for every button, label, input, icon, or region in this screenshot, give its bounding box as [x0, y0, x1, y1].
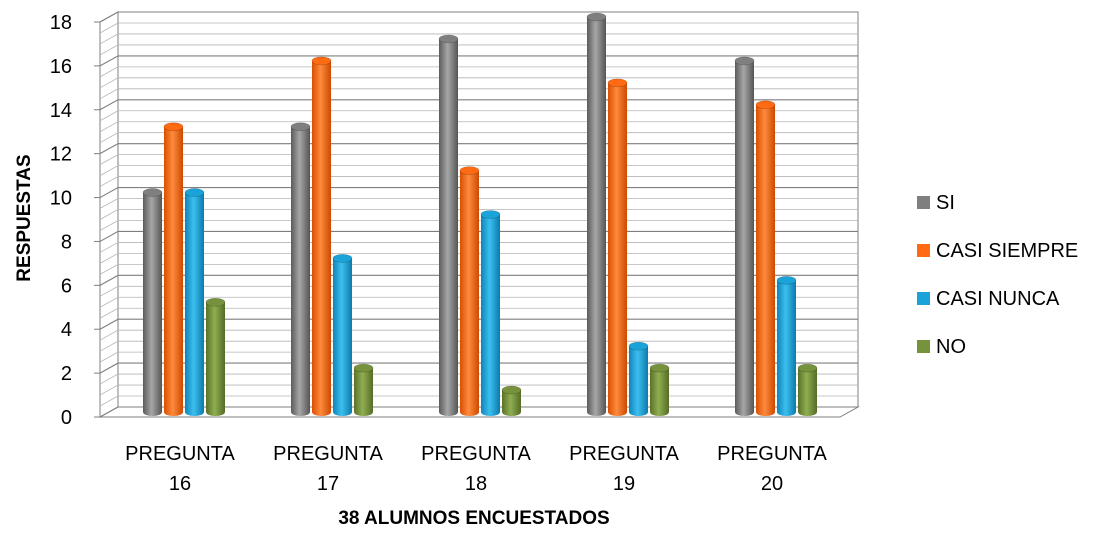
legend: SI CASI SIEMPRE CASI NUNCA NO	[917, 192, 1078, 358]
x-axis-ticks: PREGUNTA 16 PREGUNTA 17 PREGUNTA 18 PREGUNTA 19…	[125, 443, 827, 495]
gridline-minor	[99, 44, 858, 56]
bar	[734, 56, 755, 417]
bar	[205, 297, 226, 416]
x-tick-label: 20	[761, 473, 783, 495]
gridline-minor	[99, 22, 858, 34]
bar	[797, 363, 818, 416]
x-tick-label: PREGUNTA	[125, 443, 235, 465]
bar	[290, 122, 311, 416]
y-tick-label: 16	[50, 56, 72, 78]
gridline-minor	[99, 33, 858, 45]
bar	[311, 56, 332, 417]
bar	[459, 166, 480, 416]
bar	[607, 78, 628, 416]
x-tick-label: 18	[465, 473, 487, 495]
y-tick-label: 18	[50, 12, 72, 34]
legend-swatch	[917, 292, 930, 305]
y-axis-ticks: 0 2 4 6 8 10 12 14 16 18	[50, 12, 100, 429]
bar	[501, 385, 522, 416]
y-tick-label: 8	[61, 231, 72, 253]
bar	[163, 122, 184, 416]
bar	[353, 363, 374, 416]
y-tick-label: 12	[50, 144, 72, 166]
y-tick-label: 2	[61, 363, 72, 385]
x-axis-title: 38 ALUMNOS ENCUESTADOS	[338, 508, 609, 529]
y-tick-label: 0	[61, 407, 72, 429]
legend-label: NO	[936, 336, 966, 358]
bar	[649, 363, 670, 416]
legend-swatch	[917, 340, 930, 353]
bar	[332, 254, 353, 416]
x-tick-label: PREGUNTA	[569, 443, 679, 465]
legend-swatch	[917, 196, 930, 209]
legend-swatch	[917, 244, 930, 257]
bar	[480, 210, 501, 416]
y-tick-label: 14	[50, 100, 72, 122]
legend-label: CASI NUNCA	[936, 288, 1060, 310]
bar	[184, 188, 205, 416]
y-tick-label: 4	[61, 319, 72, 341]
bar	[776, 276, 797, 416]
x-tick-label: PREGUNTA	[717, 443, 827, 465]
x-tick-label: PREGUNTA	[421, 443, 531, 465]
legend-label: SI	[936, 192, 955, 214]
bar	[586, 12, 607, 416]
x-tick-label: PREGUNTA	[273, 443, 383, 465]
bar	[142, 188, 163, 416]
legend-label: CASI SIEMPRE	[936, 240, 1078, 262]
y-tick-label: 6	[61, 275, 72, 297]
bar	[438, 34, 459, 416]
gridline-minor	[99, 66, 858, 78]
x-tick-label: 17	[317, 473, 339, 495]
gridline-major	[99, 55, 858, 67]
y-tick-label: 10	[50, 188, 72, 210]
x-tick-label: 16	[169, 473, 191, 495]
y-axis-title: RESPUESTAS	[14, 154, 35, 281]
gridline-major	[99, 11, 858, 23]
gridline-minor	[99, 77, 858, 89]
x-tick-label: 19	[613, 473, 635, 495]
bar	[755, 100, 776, 417]
bars	[142, 12, 818, 417]
bar	[628, 341, 649, 416]
